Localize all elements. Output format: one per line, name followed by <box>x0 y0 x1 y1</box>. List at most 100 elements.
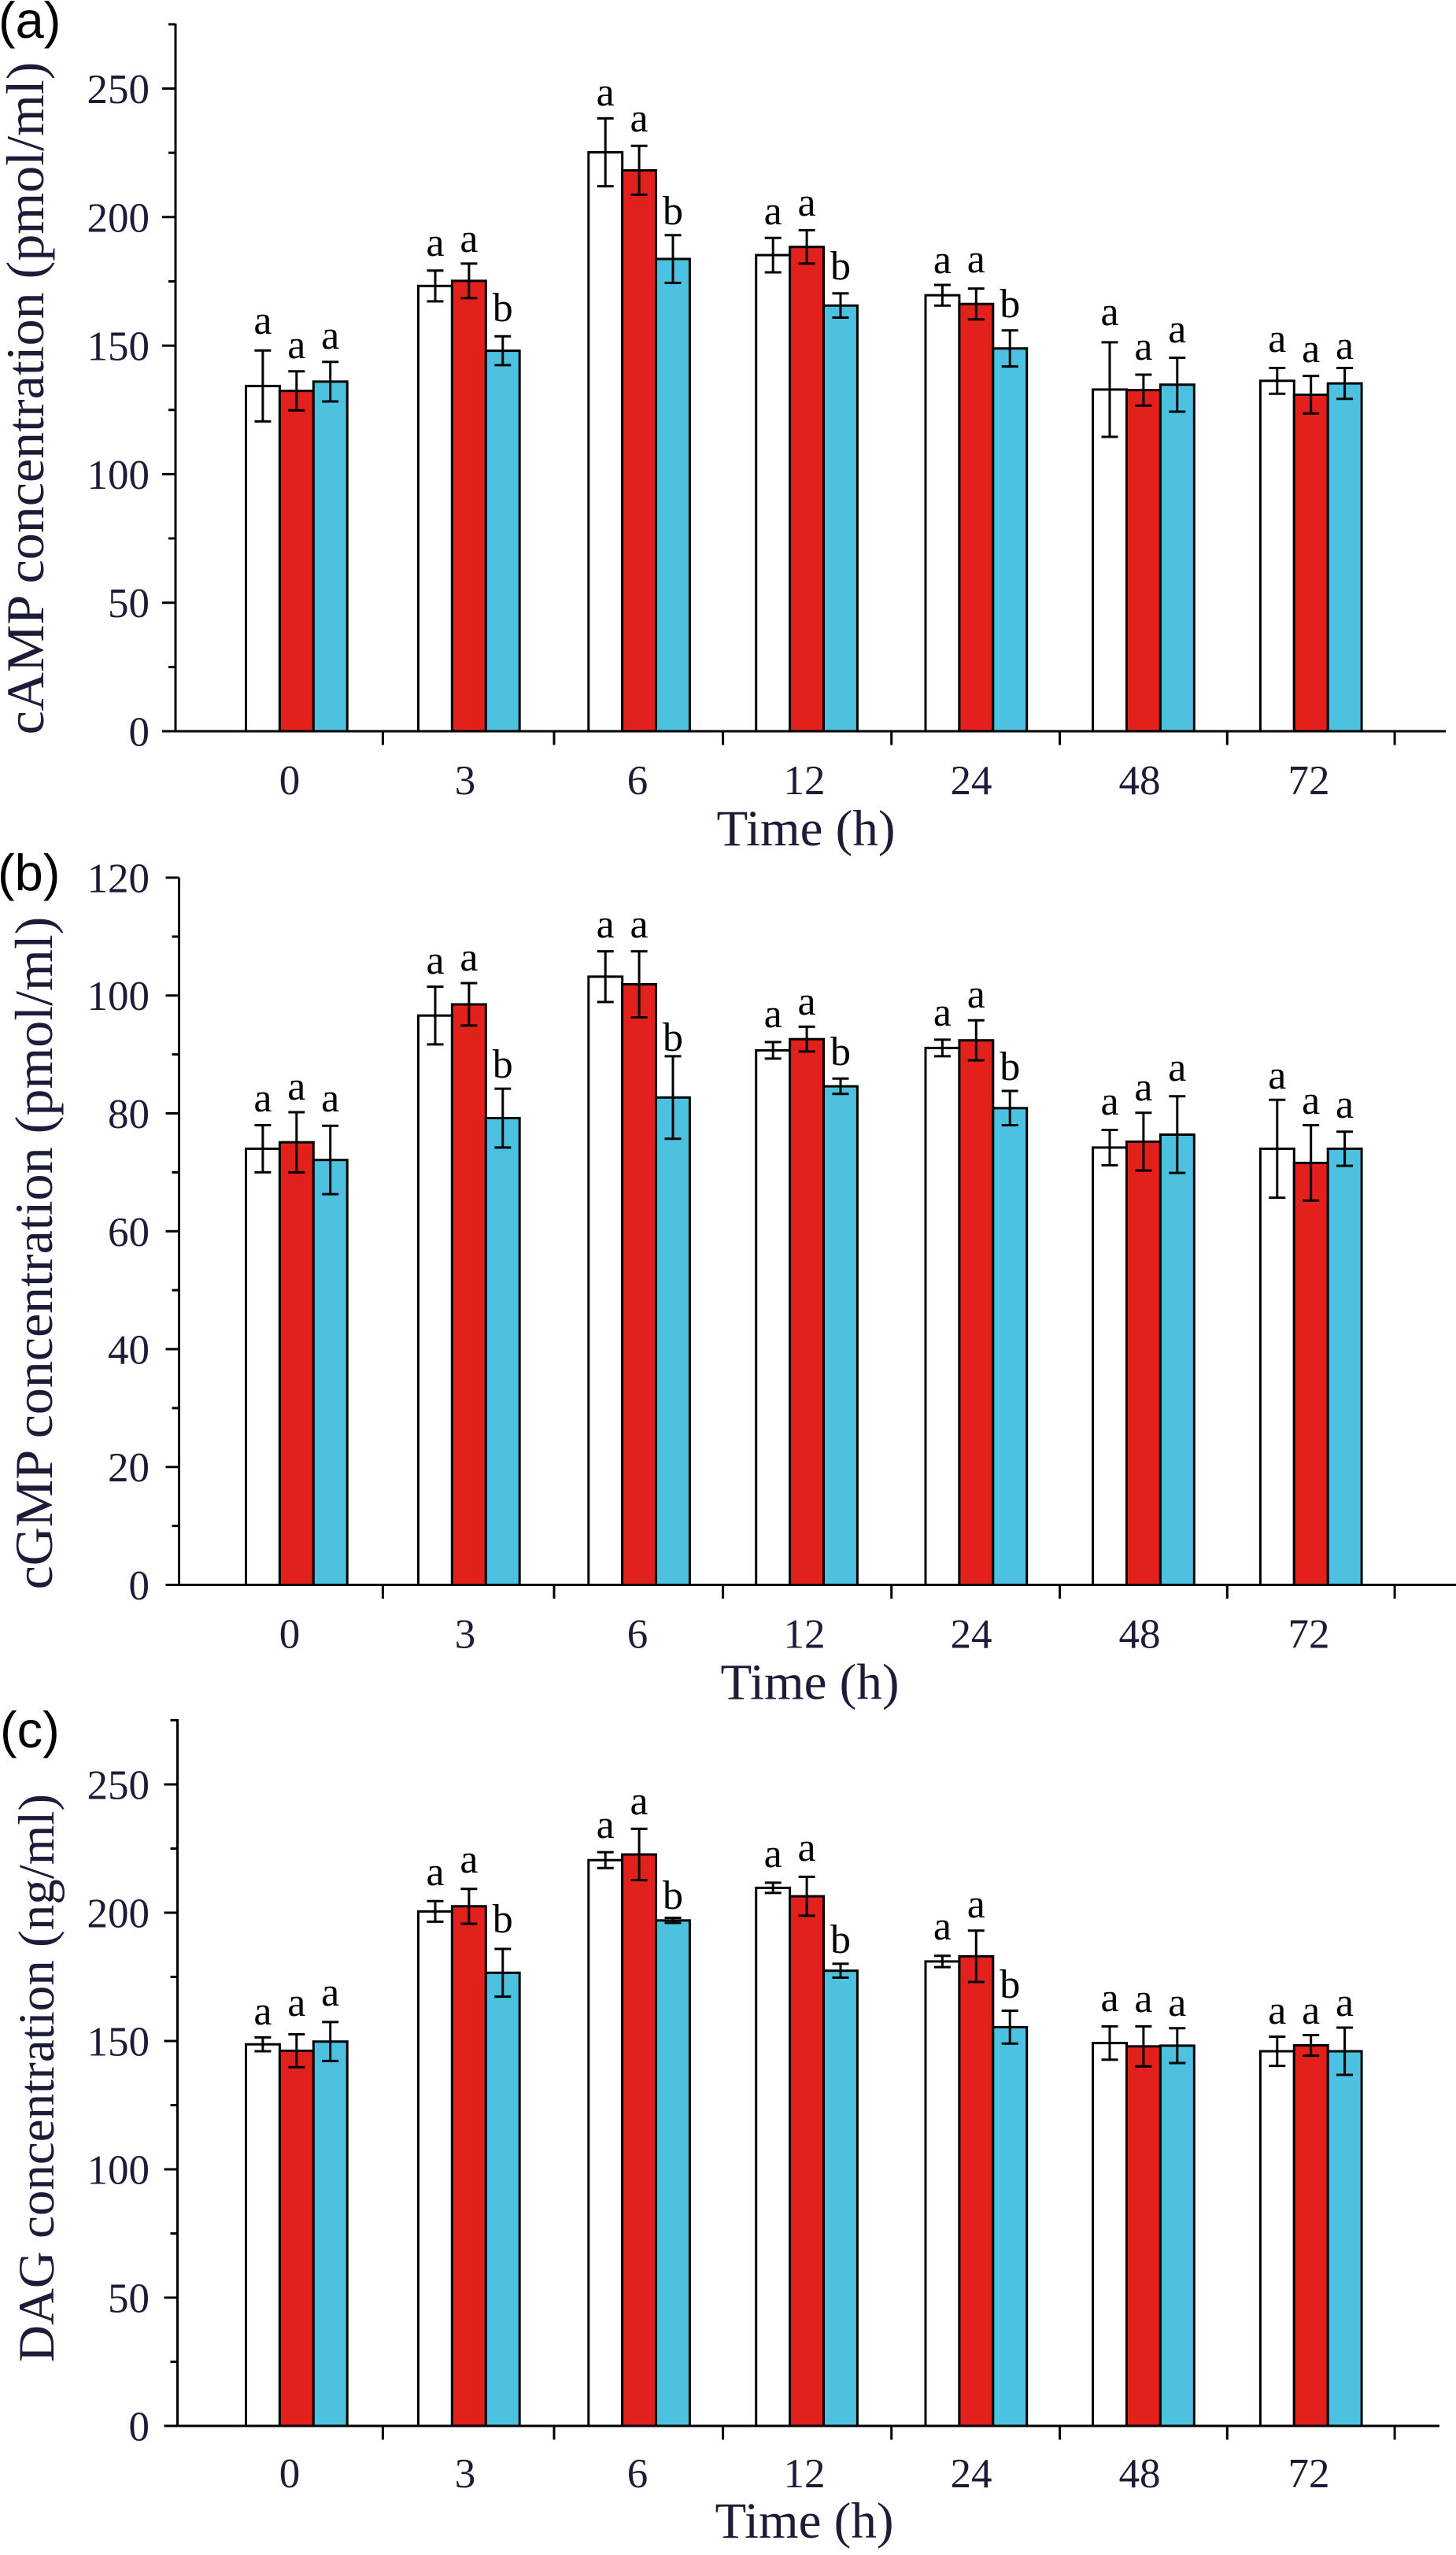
svg-text:24: 24 <box>951 758 992 804</box>
svg-text:a: a <box>460 935 478 980</box>
svg-text:a: a <box>321 313 339 358</box>
svg-text:a: a <box>798 979 816 1024</box>
svg-text:a: a <box>287 1064 305 1109</box>
svg-text:120: 120 <box>87 856 150 902</box>
svg-text:DAG concentration (ng/ml): DAG concentration (ng/ml) <box>9 1794 65 2362</box>
svg-text:Time (h): Time (h) <box>717 801 896 857</box>
svg-text:a: a <box>1336 1082 1354 1127</box>
svg-text:a: a <box>287 1980 305 2025</box>
svg-text:72: 72 <box>1288 758 1330 804</box>
svg-text:150: 150 <box>87 2020 150 2065</box>
svg-text:a: a <box>253 1076 272 1121</box>
svg-text:(c): (c) <box>0 1701 60 1758</box>
svg-text:cAMP concentration (pmol/ml): cAMP concentration (pmol/ml) <box>0 62 55 735</box>
svg-text:b: b <box>1000 1962 1020 2007</box>
svg-text:a: a <box>798 1825 816 1870</box>
svg-text:12: 12 <box>784 758 826 804</box>
svg-text:a: a <box>933 990 952 1035</box>
svg-text:0: 0 <box>279 1612 301 1658</box>
svg-text:0: 0 <box>129 710 150 756</box>
svg-text:b: b <box>663 189 683 234</box>
svg-text:12: 12 <box>784 1612 826 1658</box>
svg-text:250: 250 <box>87 67 150 113</box>
svg-text:b: b <box>1000 1045 1020 1089</box>
svg-text:a: a <box>253 298 272 343</box>
svg-text:0: 0 <box>279 758 301 804</box>
svg-text:a: a <box>1168 1980 1186 2025</box>
svg-text:48: 48 <box>1119 2451 1161 2497</box>
svg-text:a: a <box>933 1904 952 1949</box>
svg-text:a: a <box>460 1837 478 1882</box>
svg-text:a: a <box>1302 1078 1320 1123</box>
svg-text:Time (h): Time (h) <box>721 1655 900 1711</box>
svg-text:60: 60 <box>108 1210 150 1255</box>
svg-text:80: 80 <box>108 1092 150 1137</box>
svg-text:24: 24 <box>951 1612 992 1658</box>
svg-text:b: b <box>663 1873 683 1918</box>
svg-text:a: a <box>253 1989 272 2034</box>
svg-text:a: a <box>426 1850 444 1895</box>
svg-text:Time (h): Time (h) <box>715 2493 894 2549</box>
svg-text:cGMP concentration (pmol/ml): cGMP concentration (pmol/ml) <box>4 917 64 1590</box>
svg-text:a: a <box>1268 1053 1286 1098</box>
svg-text:100: 100 <box>87 453 150 498</box>
svg-text:0: 0 <box>129 2405 150 2450</box>
svg-text:a: a <box>1302 327 1320 372</box>
svg-text:b: b <box>663 1015 683 1060</box>
svg-text:48: 48 <box>1119 1612 1161 1658</box>
svg-text:12: 12 <box>784 2451 826 2497</box>
svg-text:a: a <box>967 972 985 1017</box>
svg-text:100: 100 <box>87 2148 150 2194</box>
svg-text:a: a <box>1134 324 1152 369</box>
svg-text:b: b <box>493 1042 513 1087</box>
svg-text:a: a <box>798 180 816 225</box>
svg-text:(a): (a) <box>0 0 61 49</box>
svg-text:a: a <box>1100 1976 1118 2021</box>
svg-text:a: a <box>1336 324 1354 368</box>
svg-text:a: a <box>321 1076 339 1121</box>
svg-text:a: a <box>321 1970 339 2015</box>
svg-text:a: a <box>1336 1980 1354 2025</box>
svg-text:a: a <box>597 1803 615 1847</box>
svg-text:200: 200 <box>87 1891 150 1937</box>
svg-text:(b): (b) <box>0 844 60 901</box>
svg-text:a: a <box>1100 290 1118 335</box>
svg-text:a: a <box>630 96 649 141</box>
svg-text:a: a <box>426 938 444 983</box>
svg-text:100: 100 <box>87 974 150 1019</box>
svg-text:a: a <box>287 323 305 368</box>
svg-text:b: b <box>830 1917 851 1962</box>
svg-text:3: 3 <box>455 758 476 804</box>
svg-text:50: 50 <box>108 581 150 627</box>
svg-text:200: 200 <box>87 195 150 241</box>
svg-text:3: 3 <box>455 2451 476 2497</box>
svg-text:a: a <box>1268 1988 1286 2033</box>
svg-text:a: a <box>1134 1065 1152 1110</box>
svg-text:a: a <box>1134 1976 1152 2021</box>
svg-text:a: a <box>764 992 782 1037</box>
svg-text:a: a <box>1168 1045 1186 1090</box>
svg-text:a: a <box>967 237 985 282</box>
svg-text:6: 6 <box>627 1612 649 1658</box>
svg-text:a: a <box>630 902 649 947</box>
svg-text:a: a <box>597 902 615 947</box>
svg-text:20: 20 <box>108 1445 150 1491</box>
svg-text:a: a <box>764 1832 782 1877</box>
svg-text:a: a <box>426 220 444 265</box>
svg-text:b: b <box>830 244 851 289</box>
svg-text:a: a <box>764 189 782 234</box>
svg-text:6: 6 <box>627 758 649 804</box>
svg-text:6: 6 <box>627 2451 649 2497</box>
svg-text:50: 50 <box>108 2276 150 2322</box>
svg-text:b: b <box>830 1030 851 1074</box>
svg-text:150: 150 <box>87 324 150 370</box>
svg-text:24: 24 <box>951 2451 992 2497</box>
svg-text:72: 72 <box>1288 1612 1330 1658</box>
svg-text:0: 0 <box>279 2451 301 2497</box>
svg-text:a: a <box>1302 1988 1320 2033</box>
svg-text:a: a <box>1100 1079 1118 1124</box>
svg-text:a: a <box>933 238 952 283</box>
svg-text:a: a <box>597 70 615 115</box>
svg-text:b: b <box>1000 282 1020 327</box>
svg-text:a: a <box>967 1882 985 1927</box>
